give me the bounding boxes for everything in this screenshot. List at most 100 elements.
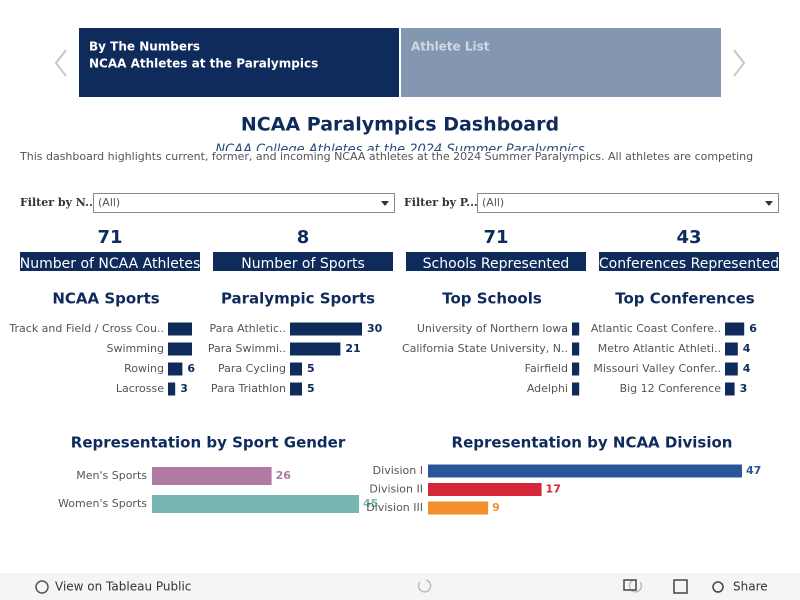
kpi-value: 43 (676, 227, 701, 248)
bar (572, 382, 580, 396)
category-label: Swimming (107, 342, 164, 355)
panel-title: Paralympic Sports (221, 290, 375, 308)
category-label: Women's Sports (58, 497, 147, 510)
category-label: Lacrosse (116, 382, 164, 395)
panel-title: Top Conferences (615, 290, 755, 308)
tab-line: Athlete List (411, 40, 490, 54)
bar (725, 342, 738, 356)
tab-active[interactable] (79, 28, 399, 97)
category-label: California State University, N.. (402, 342, 568, 355)
bar (290, 342, 341, 356)
bar (725, 362, 738, 376)
bar (152, 495, 359, 513)
tab[interactable] (401, 28, 721, 97)
value-label: 5 (307, 382, 315, 395)
value-label: 45 (363, 497, 378, 510)
filter-value: (All) (482, 196, 504, 209)
kpi-label: Number of Sports (241, 256, 365, 272)
kpi-box (406, 252, 586, 271)
bar (725, 382, 735, 396)
filter-label: Filter by N... (20, 196, 97, 209)
category-label: Men's Sports (76, 469, 147, 482)
kpi-value: 71 (97, 227, 122, 248)
category-label: Para Athletic.. (210, 322, 287, 335)
filter-select[interactable] (93, 193, 395, 213)
tab-line: NCAA Athletes at the Paralympics (89, 57, 318, 71)
chart-title: Representation by NCAA Division (452, 434, 733, 452)
category-label: Metro Atlantic Athleti.. (598, 342, 721, 355)
tab-line: By The Numbers (89, 40, 200, 54)
category-label: Division I (373, 464, 423, 477)
description: This dashboard highlights current, forme… (19, 150, 753, 163)
bar (725, 322, 745, 336)
category-label: Fairfield (525, 362, 568, 375)
bar (428, 501, 489, 515)
kpi-value: 8 (297, 227, 310, 248)
share-icon (712, 581, 724, 593)
panel-title: NCAA Sports (52, 290, 159, 308)
value-label: 17 (546, 483, 561, 496)
bar (428, 464, 742, 478)
fullscreen-icon[interactable] (673, 579, 688, 594)
kpi-label: Schools Represented (423, 256, 570, 272)
kpi-value: 71 (483, 227, 508, 248)
bar (290, 362, 302, 376)
kpi-box (213, 252, 393, 271)
bar (428, 483, 542, 496)
share-button[interactable]: Share (733, 580, 768, 594)
value-label: 9 (492, 501, 500, 514)
category-label: Para Cycling (218, 362, 286, 375)
bar (168, 382, 176, 396)
chart-title: Representation by Sport Gender (71, 434, 346, 452)
dropdown-arrow (765, 201, 773, 206)
kpi-box (599, 252, 779, 271)
bar (572, 362, 580, 376)
filter-select[interactable] (477, 193, 779, 213)
value-label: 4 (743, 362, 751, 375)
kpi-label: Number of NCAA Athletes (20, 256, 200, 272)
value-label: 21 (345, 342, 360, 355)
value-label: 4 (743, 342, 751, 355)
category-label: Atlantic Coast Confere.. (591, 322, 721, 335)
category-label: Missouri Valley Confer.. (593, 362, 721, 375)
category-label: Track and Field / Cross Cou.. (8, 322, 164, 335)
bar (572, 322, 580, 336)
category-label: Adelphi (527, 382, 568, 395)
kpi-box (20, 252, 200, 271)
kpi-label: Conferences Represented (599, 256, 779, 272)
category-label: Rowing (124, 362, 164, 375)
bar (168, 322, 192, 336)
category-label: Para Triathlon (211, 382, 286, 395)
value-label: 30 (367, 322, 383, 335)
panel-title: Top Schools (442, 290, 542, 308)
desc-bg (0, 151, 800, 172)
value-label: 6 (187, 362, 195, 375)
value-label: 5 (307, 362, 315, 375)
filter-label: Filter by P... (404, 196, 478, 209)
toolbar (0, 573, 800, 600)
prev-arrow[interactable] (54, 49, 67, 77)
download-icon[interactable] (623, 579, 637, 591)
value-label: 3 (740, 382, 748, 395)
bar (168, 342, 192, 356)
value-label: 47 (746, 464, 761, 477)
header: NCAA Paralympics Dashboard NCAA College … (0, 114, 800, 172)
title: NCAA Paralympics Dashboard (241, 114, 559, 136)
category-label: Division III (366, 501, 423, 514)
bar (572, 342, 580, 356)
bar (168, 362, 183, 376)
filter-value: (All) (98, 196, 120, 209)
undo-redo (417, 579, 643, 593)
value-label: 3 (180, 382, 188, 395)
bar (290, 322, 362, 336)
category-label: Division II (369, 483, 423, 496)
next-arrow[interactable] (733, 49, 746, 77)
value-label: 26 (276, 469, 292, 482)
category-label: Big 12 Conference (620, 382, 722, 395)
view-link[interactable]: View on Tableau Public (55, 580, 191, 594)
category-label: University of Northern Iowa (417, 322, 568, 335)
value-label: 6 (749, 322, 757, 335)
bar (152, 467, 272, 485)
category-label: Para Swimmi.. (208, 342, 286, 355)
